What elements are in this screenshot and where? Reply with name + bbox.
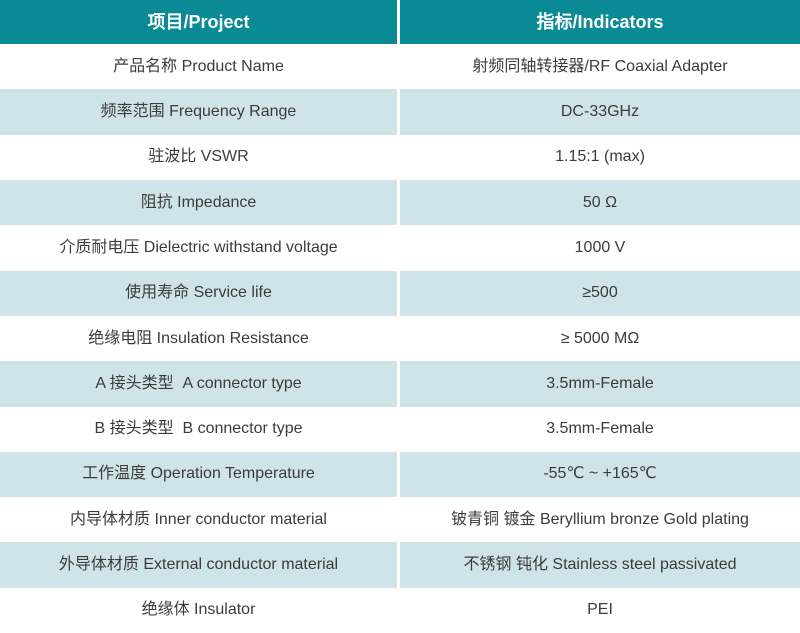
table-row: 阻抗 Impedance 50 Ω [0,179,800,226]
header-cell-project: 项目/Project [0,0,400,44]
header-cell-indicators: 指标/Indicators [400,0,800,44]
table-row: 绝缘体 Insulator PEI [0,587,800,633]
table-row: 产品名称 Product Name 射频同轴转接器/RF Coaxial Ada… [0,44,800,90]
project-cell: 绝缘电阻 Insulation Resistance [0,315,400,362]
table-row: 工作温度 Operation Temperature -55℃ ~ +165℃ [0,451,800,498]
table-row: 内导体材质 Inner conductor material 铍青铜 镀金 Be… [0,497,800,543]
indicator-cell: DC-33GHz [400,89,800,135]
project-cell: 工作温度 Operation Temperature [0,451,400,498]
indicator-cell: 3.5mm-Female [400,406,800,452]
indicator-cell: PEI [400,587,800,633]
project-cell: B 接头类型 B connector type [0,406,400,452]
indicator-cell: 射频同轴转接器/RF Coaxial Adapter [400,44,800,90]
project-cell: 介质耐电压 Dielectric withstand voltage [0,225,400,271]
indicator-cell: ≥ 5000 MΩ [400,315,800,362]
table-row: 介质耐电压 Dielectric withstand voltage 1000 … [0,225,800,271]
indicator-cell: 50 Ω [400,179,800,226]
project-cell: 驻波比 VSWR [0,134,400,180]
project-cell: 阻抗 Impedance [0,179,400,226]
table-row: A 接头类型 A connector type 3.5mm-Female [0,361,800,407]
table-row: 驻波比 VSWR 1.15:1 (max) [0,134,800,180]
project-cell: 使用寿命 Service life [0,270,400,316]
table-header-row: 项目/Project 指标/Indicators [0,0,800,44]
project-cell: 频率范围 Frequency Range [0,89,400,135]
indicator-cell: ≥500 [400,270,800,316]
project-cell: 产品名称 Product Name [0,44,400,90]
table-row: B 接头类型 B connector type 3.5mm-Female [0,406,800,452]
project-cell: A 接头类型 A connector type [0,361,400,407]
indicator-cell: 1000 V [400,225,800,271]
indicator-cell: 铍青铜 镀金 Beryllium bronze Gold plating [400,497,800,543]
table-row: 绝缘电阻 Insulation Resistance ≥ 5000 MΩ [0,315,800,362]
table-row: 频率范围 Frequency Range DC-33GHz [0,89,800,135]
table-row: 使用寿命 Service life ≥500 [0,270,800,316]
indicator-cell: 不锈钢 钝化 Stainless steel passivated [400,542,800,588]
indicator-cell: 1.15:1 (max) [400,134,800,180]
project-cell: 绝缘体 Insulator [0,587,400,633]
project-cell: 内导体材质 Inner conductor material [0,497,400,543]
project-cell: 外导体材质 External conductor material [0,542,400,588]
indicator-cell: 3.5mm-Female [400,361,800,407]
indicator-cell: -55℃ ~ +165℃ [400,451,800,498]
table-row: 外导体材质 External conductor material 不锈钢 钝化… [0,542,800,588]
